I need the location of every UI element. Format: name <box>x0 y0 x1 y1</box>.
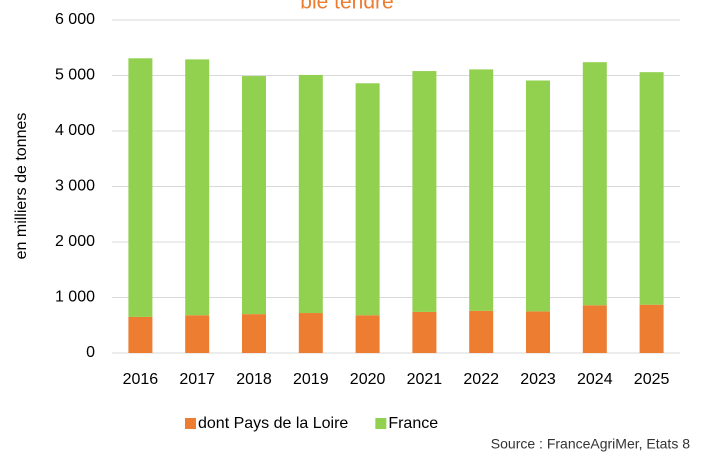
x-tick-label: 2016 <box>123 371 159 388</box>
bar-segment <box>639 72 664 305</box>
bar-segment <box>128 316 153 353</box>
x-tick-label: 2022 <box>463 371 499 388</box>
bar-segment <box>639 304 664 353</box>
x-tick-label: 2023 <box>520 371 556 388</box>
y-axis-label: en milliers de tonnes <box>13 113 30 260</box>
bar-segment <box>526 311 550 353</box>
legend-label: dont Pays de la Loire <box>198 415 348 432</box>
y-tick-label: 2 000 <box>55 233 95 250</box>
bar-segment <box>298 74 323 314</box>
bar-segment <box>298 313 323 353</box>
source-note: Source : FranceAgriMer, Etats 8 <box>491 436 690 452</box>
legend-swatch <box>375 418 387 429</box>
bar-segment <box>412 311 437 353</box>
x-tick-label: 2021 <box>407 371 443 388</box>
y-tick-label: 6 000 <box>55 11 95 28</box>
bar-segment <box>242 314 266 353</box>
bar-segment <box>355 83 380 316</box>
chart-title: blé tendre <box>300 0 393 14</box>
x-tick-label: 2024 <box>577 371 613 388</box>
bar-segment <box>128 58 153 317</box>
x-tick-label: 2018 <box>236 371 272 388</box>
x-tick-label: 2019 <box>293 371 329 388</box>
x-tick-label: 2020 <box>350 371 386 388</box>
legend-label: France <box>388 415 438 432</box>
bar-segment <box>412 71 437 312</box>
y-tick-label: 1 000 <box>55 289 95 306</box>
bar-segment <box>526 80 550 312</box>
bar-segment <box>185 315 210 353</box>
bar-segment <box>582 62 607 306</box>
legend-swatch <box>185 418 196 429</box>
y-tick-label: 3 000 <box>55 178 95 195</box>
bar-segment <box>469 310 494 353</box>
y-tick-label: 0 <box>86 344 95 361</box>
bar-segment <box>582 305 607 353</box>
x-tick-label: 2025 <box>634 371 670 388</box>
bar-segment <box>242 76 266 315</box>
y-tick-label: 5 000 <box>55 67 95 84</box>
y-tick-label: 4 000 <box>55 122 95 139</box>
bar-segment <box>469 69 494 311</box>
bar-segment <box>185 59 210 316</box>
bar-segment <box>355 315 380 353</box>
x-tick-label: 2017 <box>179 371 215 388</box>
